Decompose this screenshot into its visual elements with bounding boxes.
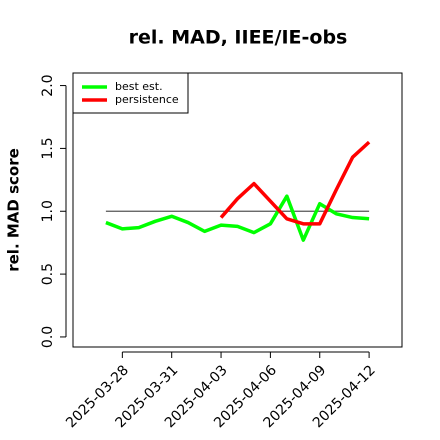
- y-axis-label: rel. MAD score: [5, 148, 23, 272]
- legend-label: persistence: [115, 93, 179, 106]
- legend-label: best est.: [115, 80, 163, 93]
- series-line: [105, 194, 370, 242]
- series-line: [219, 140, 371, 226]
- chart-title: rel. MAD, IIEE/IE-obs: [129, 27, 348, 49]
- y-tick-label: 1.5: [40, 137, 56, 159]
- plot-frame: [72, 72, 403, 348]
- legend-box: [72, 72, 189, 114]
- y-tick-label: 0.5: [40, 263, 56, 285]
- y-tick-label: 0.0: [40, 326, 56, 348]
- y-tick-label: 2.0: [40, 74, 56, 96]
- y-tick-label: 1.0: [40, 200, 56, 222]
